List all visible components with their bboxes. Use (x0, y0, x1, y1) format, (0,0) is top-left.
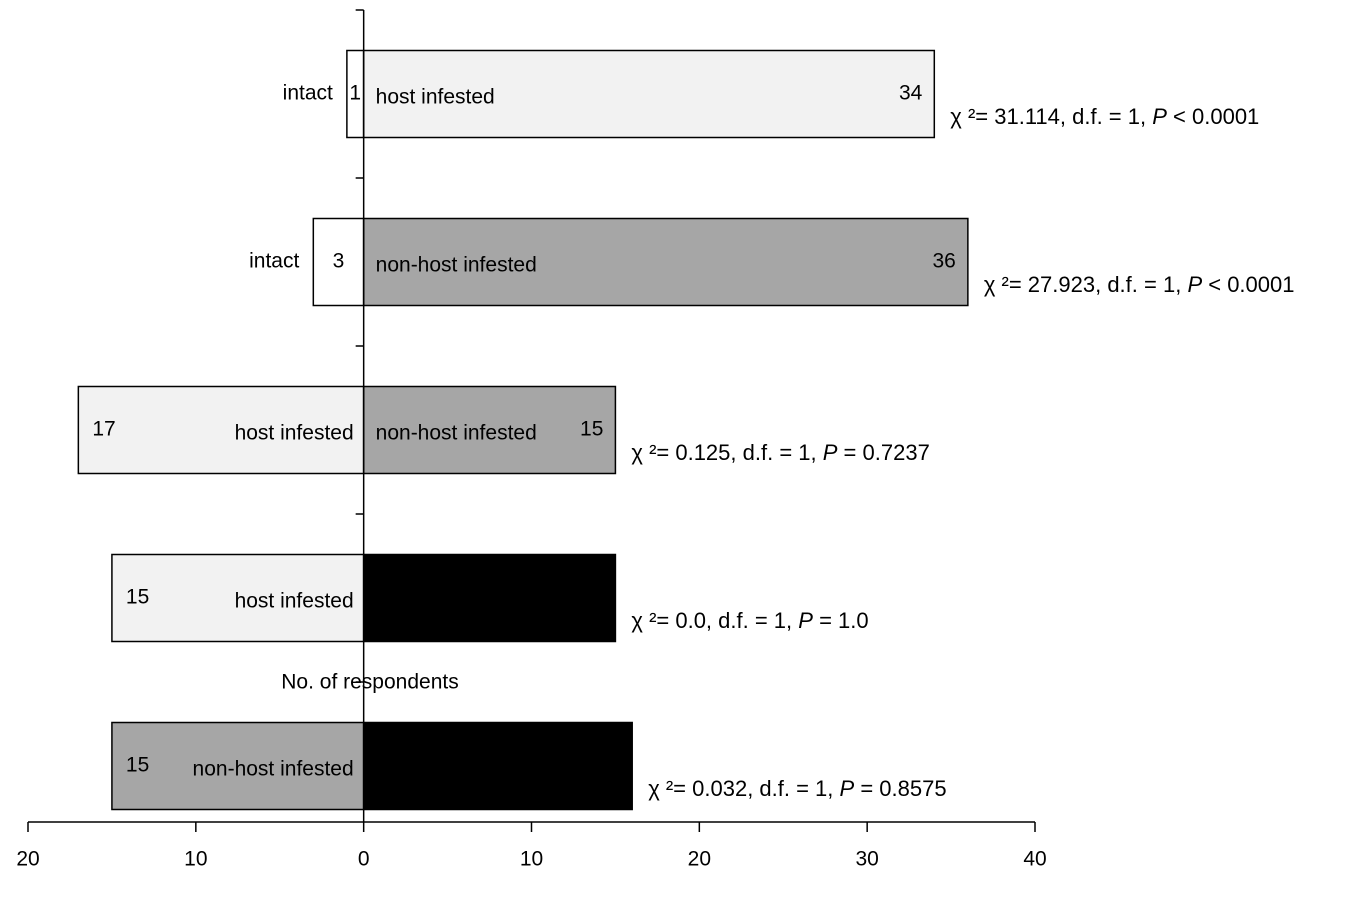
value-label: 15 (580, 418, 603, 441)
value-label: 15 (126, 586, 149, 609)
bar-label: dually infested (376, 758, 510, 781)
annotation-text: χ ²= 0.0, d.f. = 1, (631, 608, 798, 633)
bar (111, 553, 365, 643)
annotation-text: = 0.8575 (854, 776, 946, 801)
annotation: χ ²= 0.032, d.f. = 1, P = 0.8575 (648, 776, 946, 801)
x-tick-label: 0 (358, 848, 370, 871)
annotation-text: = 0.7237 (837, 440, 929, 465)
bar (111, 721, 365, 811)
annotation-italic: P (823, 440, 838, 465)
annotation: χ ²= 0.0, d.f. = 1, P = 1.0 (631, 608, 868, 633)
annotation-italic: P (798, 608, 813, 633)
annotation-text: = 1.0 (813, 608, 869, 633)
annotation: χ ²= 31.114, d.f. = 1, P < 0.0001 (950, 104, 1259, 129)
annotation-text: χ ²= 0.125, d.f. = 1, (631, 440, 822, 465)
x-tick-label: 40 (1023, 848, 1046, 871)
bar-label: dually infested (376, 590, 510, 613)
annotation-text: < 0.0001 (1167, 104, 1259, 129)
bar-label: intact (283, 82, 333, 105)
bar (362, 385, 617, 475)
bar-label: host infested (235, 422, 354, 445)
x-tick-label: 10 (520, 848, 543, 871)
value-label: 34 (899, 82, 923, 105)
value-label: 3 (333, 250, 345, 273)
value-label: 1 (349, 82, 361, 105)
bar-label: intact (249, 250, 299, 273)
value-label: 17 (92, 418, 115, 441)
value-label: 16 (597, 754, 620, 777)
bar (312, 217, 365, 307)
bar (362, 217, 969, 307)
bar-label: non-host infested (376, 254, 537, 277)
x-tick-label: 20 (16, 848, 39, 871)
annotation-text: χ ²= 0.032, d.f. = 1, (648, 776, 839, 801)
annotation-italic: P (1187, 272, 1202, 297)
x-tick-label: 20 (688, 848, 711, 871)
bar-label: non-host infested (193, 758, 354, 781)
bar (362, 49, 936, 139)
annotation-text: χ ²= 27.923, d.f. = 1, (984, 272, 1188, 297)
bar (362, 553, 617, 643)
bar-label: host infested (376, 86, 495, 109)
bar-label: host infested (235, 590, 354, 613)
annotation: χ ²= 27.923, d.f. = 1, P < 0.0001 (984, 272, 1295, 297)
x-tick-label: 30 (855, 848, 878, 871)
value-label: 36 (933, 250, 956, 273)
x-axis-label: No. of respondents (281, 671, 458, 694)
bar-label: non-host infested (376, 422, 537, 445)
bar (77, 385, 365, 475)
value-label: 15 (126, 754, 149, 777)
annotation-italic: P (840, 776, 855, 801)
annotation-text: < 0.0001 (1202, 272, 1294, 297)
annotation: χ ²= 0.125, d.f. = 1, P = 0.7237 (631, 440, 929, 465)
annotation-italic: P (1152, 104, 1167, 129)
annotation-text: χ ²= 31.114, d.f. = 1, (950, 104, 1152, 129)
value-label: 15 (580, 586, 603, 609)
x-tick-label: 10 (184, 848, 207, 871)
